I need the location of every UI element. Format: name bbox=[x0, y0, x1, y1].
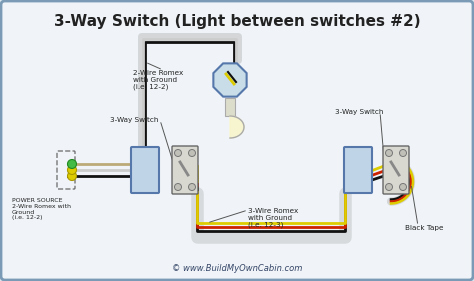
Text: POWER SOURCE
2-Wire Romex with
Ground
(i.e. 12-2): POWER SOURCE 2-Wire Romex with Ground (i… bbox=[12, 198, 71, 220]
Circle shape bbox=[67, 171, 76, 180]
FancyBboxPatch shape bbox=[131, 147, 159, 193]
Circle shape bbox=[174, 149, 182, 157]
Circle shape bbox=[189, 149, 195, 157]
Bar bbox=[225, 98, 235, 116]
Circle shape bbox=[174, 183, 182, 191]
Text: 3-Way Switch (Light between switches #2): 3-Way Switch (Light between switches #2) bbox=[54, 14, 420, 29]
Circle shape bbox=[189, 183, 195, 191]
FancyBboxPatch shape bbox=[383, 146, 409, 194]
Polygon shape bbox=[213, 64, 246, 97]
Text: 3-Wire Romex
with Ground
(i.e. 12-3): 3-Wire Romex with Ground (i.e. 12-3) bbox=[248, 208, 298, 228]
FancyBboxPatch shape bbox=[172, 146, 198, 194]
Circle shape bbox=[385, 149, 392, 157]
Circle shape bbox=[67, 160, 76, 169]
Text: 2-Wire Romex
with Ground
(i.e. 12-2): 2-Wire Romex with Ground (i.e. 12-2) bbox=[133, 70, 183, 90]
Text: © www.BuildMyOwnCabin.com: © www.BuildMyOwnCabin.com bbox=[172, 264, 302, 273]
Text: Black Tape: Black Tape bbox=[405, 225, 444, 231]
Circle shape bbox=[67, 166, 76, 175]
Circle shape bbox=[385, 183, 392, 191]
Circle shape bbox=[400, 183, 407, 191]
Polygon shape bbox=[230, 116, 244, 138]
Text: 3-Way Switch: 3-Way Switch bbox=[110, 117, 158, 123]
FancyBboxPatch shape bbox=[344, 147, 372, 193]
Text: 3-Way Switch: 3-Way Switch bbox=[335, 109, 383, 115]
Circle shape bbox=[400, 149, 407, 157]
